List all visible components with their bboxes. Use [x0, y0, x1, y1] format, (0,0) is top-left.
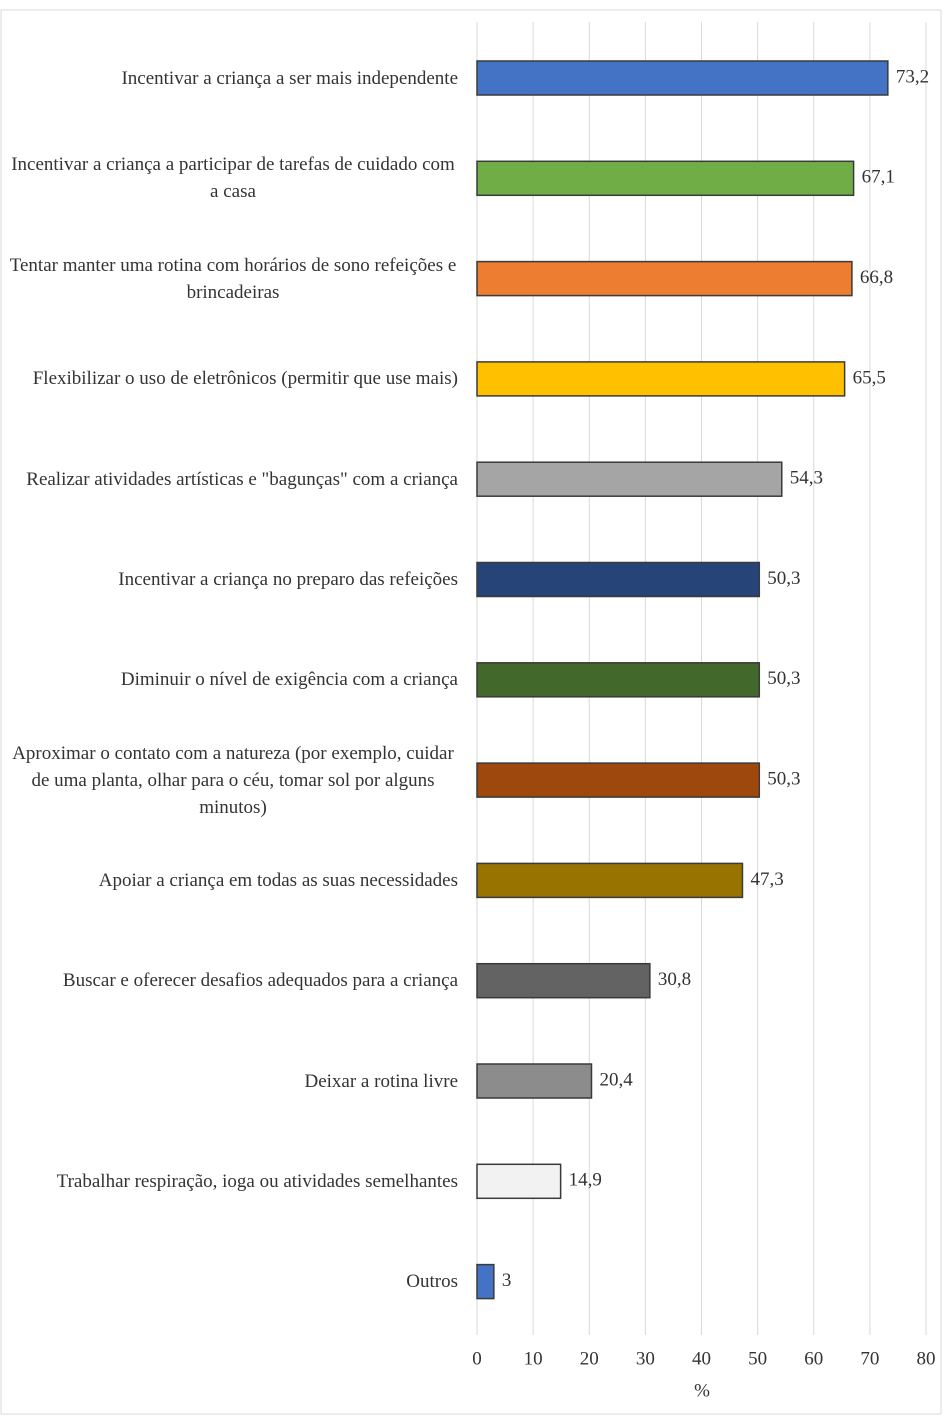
value-label: 50,3: [767, 768, 800, 789]
category-label: Flexibilizar o uso de eletrônicos (permi…: [32, 368, 458, 390]
category-label: Deixar a rotina livre: [304, 1070, 458, 1092]
bar: [476, 361, 846, 397]
bar: [476, 160, 855, 197]
category-label: Realizar atividades artísticas e "bagunç…: [26, 468, 458, 490]
category-label: Diminuir o nível de exigência com a cria…: [120, 669, 458, 691]
x-tick-label: 30: [636, 1348, 655, 1369]
category-label: Apoiar a criança em todas as suas necess…: [98, 869, 458, 891]
category-label: Incentivar a criança a participar de tar…: [11, 154, 455, 203]
category-label-box: Tentar manter uma rotina com horários de…: [8, 234, 458, 324]
bar: [476, 762, 761, 798]
category-label: Outros: [406, 1271, 458, 1293]
category-label-box: Flexibilizar o uso de eletrônicos (permi…: [8, 334, 458, 424]
x-tick-label: 80: [917, 1348, 936, 1369]
bar: [476, 561, 761, 598]
value-label: 3: [502, 1270, 512, 1291]
value-label: 54,3: [790, 468, 823, 489]
category-label: Incentivar a criança no preparo das refe…: [118, 569, 458, 590]
bar: [476, 1163, 562, 1200]
value-label: 20,4: [599, 1069, 633, 1090]
bar: [476, 662, 761, 698]
x-tick-label: 60: [804, 1348, 823, 1369]
category-label-box: Aproximar o contato com a natureza (por …: [8, 735, 458, 825]
category-label: Buscar e oferecer desafios adequados par…: [62, 970, 458, 992]
value-label: 14,9: [569, 1170, 602, 1191]
bar: [476, 260, 853, 297]
bar: [476, 461, 783, 497]
category-label-box: Trabalhar respiração, ioga ou atividades…: [8, 1136, 458, 1226]
value-label: 67,1: [862, 167, 895, 188]
bar: [476, 1063, 593, 1099]
category-label-box: Buscar e oferecer desafios adequados par…: [8, 936, 458, 1026]
category-label-box: Outros: [8, 1237, 458, 1327]
value-label: 50,3: [767, 568, 800, 589]
x-tick-label: 50: [748, 1348, 767, 1369]
category-label-box: Deixar a rotina livre: [8, 1036, 458, 1126]
category-label: Tentar manter uma rotina com horários de…: [9, 254, 457, 303]
category-label-box: Incentivar a criança a ser mais independ…: [8, 33, 458, 123]
bar: [476, 962, 651, 999]
value-label: 66,8: [860, 267, 893, 288]
category-label: Aproximar o contato com a natureza (por …: [12, 742, 454, 818]
x-tick-label: 40: [692, 1348, 711, 1369]
value-label: 47,3: [750, 869, 783, 890]
category-label: Incentivar a criança a ser mais independ…: [121, 67, 458, 89]
value-label: 30,8: [658, 969, 691, 990]
category-label-box: Incentivar a criança a participar de tar…: [8, 133, 458, 223]
bar: [476, 862, 744, 899]
x-tick-label: 10: [524, 1348, 543, 1369]
category-label-box: Apoiar a criança em todas as suas necess…: [8, 835, 458, 925]
x-axis-label: %: [694, 1380, 710, 1401]
x-tick-label: 70: [860, 1348, 879, 1369]
bar: [476, 60, 889, 96]
value-label: 65,5: [853, 367, 886, 388]
value-label: 50,3: [767, 668, 800, 689]
value-label: 73,2: [896, 66, 929, 87]
x-tick-label: 0: [472, 1348, 482, 1369]
category-label-box: Incentivar a criança no preparo das refe…: [8, 535, 458, 625]
bar: [476, 1263, 495, 1300]
category-label-box: Realizar atividades artísticas e "bagunç…: [8, 434, 458, 524]
category-label-box: Diminuir o nível de exigência com a cria…: [8, 635, 458, 725]
x-tick-label: 20: [580, 1348, 599, 1369]
chart-border: [0, 9, 942, 1415]
category-label: Trabalhar respiração, ioga ou atividades…: [56, 1170, 458, 1192]
